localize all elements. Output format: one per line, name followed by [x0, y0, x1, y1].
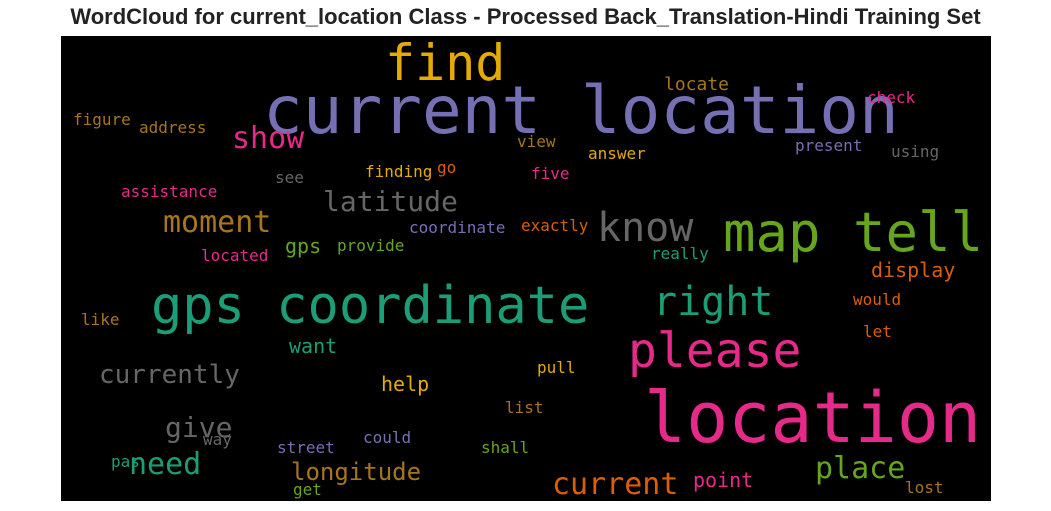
- word-like: like: [81, 310, 120, 329]
- word-place: place: [815, 451, 906, 486]
- word-currently: currently: [99, 360, 240, 390]
- word-give: give: [165, 411, 233, 444]
- word-display: display: [871, 258, 956, 282]
- word-assistance: assistance: [121, 182, 218, 201]
- word-using: using: [891, 142, 940, 161]
- word-pas: pas: [111, 452, 140, 471]
- word-gps-coordinate: gps coordinate: [151, 276, 590, 336]
- word-current-location: current location: [263, 72, 899, 149]
- word-coordinate: coordinate: [409, 218, 506, 237]
- word-get: get: [293, 480, 322, 499]
- word-locate: locate: [664, 74, 730, 95]
- word-pull: pull: [537, 358, 576, 377]
- word-would: would: [853, 290, 902, 309]
- word-street: street: [277, 438, 335, 457]
- word-current: current: [552, 467, 679, 501]
- word-present: present: [795, 136, 863, 155]
- word-go: go: [437, 158, 457, 177]
- word-please: please: [628, 323, 802, 379]
- word-longitude: longitude: [291, 458, 422, 486]
- word-moment: moment: [163, 205, 272, 240]
- word-want: want: [289, 334, 338, 358]
- wordcloud-canvas: current location location gps coordinate…: [61, 36, 991, 501]
- word-need: need: [129, 447, 202, 482]
- word-provide: provide: [337, 236, 405, 255]
- word-located: located: [201, 246, 269, 265]
- word-five: five: [531, 164, 570, 183]
- word-exactly: exactly: [521, 216, 589, 235]
- word-point: point: [693, 468, 754, 492]
- word-view: view: [517, 132, 556, 151]
- word-answer: answer: [588, 144, 646, 163]
- word-way: way: [203, 430, 232, 449]
- word-shall: shall: [481, 438, 530, 457]
- word-address: address: [139, 118, 207, 137]
- word-finding: finding: [365, 162, 433, 181]
- word-location: location: [644, 377, 982, 459]
- word-see: see: [275, 168, 304, 187]
- word-know: know: [597, 205, 694, 251]
- word-really: really: [651, 244, 709, 263]
- word-show: show: [232, 121, 305, 156]
- word-find: find: [385, 36, 506, 92]
- word-lost: lost: [905, 478, 944, 497]
- word-map-tell: map tell: [723, 201, 984, 264]
- word-help: help: [381, 372, 430, 396]
- word-latitude: latitude: [323, 185, 458, 218]
- chart-title: WordCloud for current_location Class - P…: [70, 4, 981, 29]
- word-let: let: [863, 322, 892, 341]
- word-list: list: [505, 398, 544, 417]
- word-figure: figure: [73, 110, 131, 129]
- word-could: could: [363, 428, 412, 447]
- word-check: check: [867, 88, 916, 107]
- word-right: right: [653, 279, 774, 325]
- word-gps: gps: [285, 234, 322, 258]
